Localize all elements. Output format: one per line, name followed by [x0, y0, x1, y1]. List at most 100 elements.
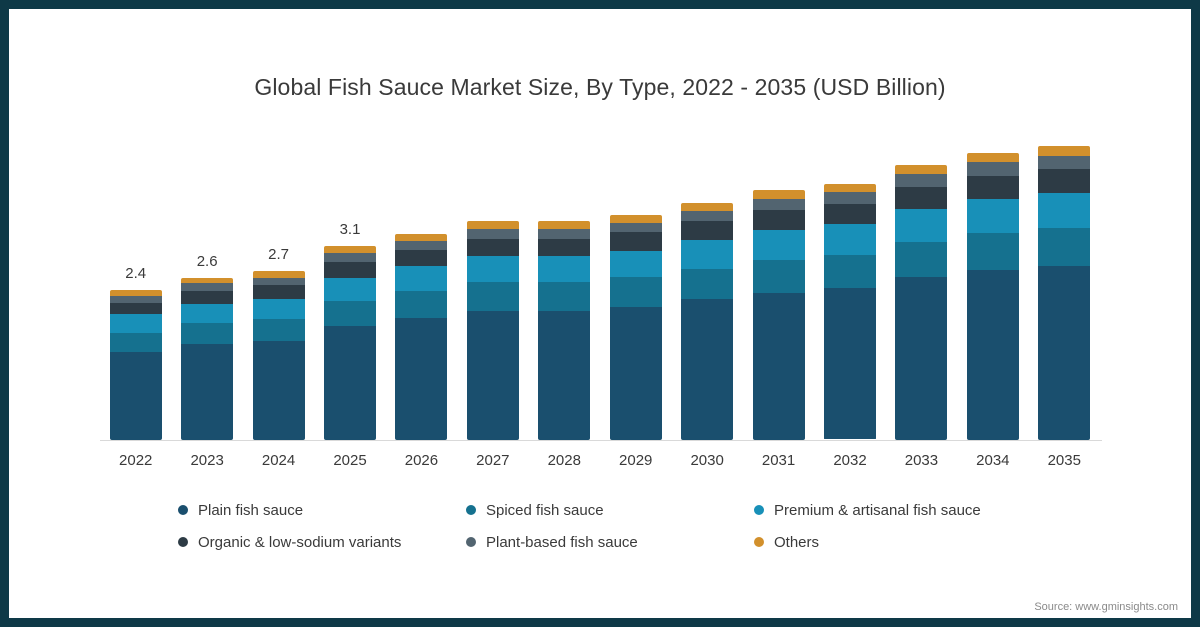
bar-segment[interactable] — [824, 203, 876, 225]
stacked-bar[interactable] — [109, 290, 162, 440]
bar-segment[interactable] — [895, 174, 948, 187]
bar-segment[interactable] — [966, 175, 1019, 199]
bar-segment[interactable] — [1038, 228, 1091, 267]
stacked-bar[interactable] — [1038, 146, 1091, 440]
legend-item[interactable]: Others — [754, 534, 1054, 551]
stacked-bar[interactable] — [609, 215, 662, 440]
bar-segment[interactable] — [1038, 266, 1091, 440]
bar-segment[interactable] — [609, 306, 662, 440]
legend-item[interactable]: Plain fish sauce — [178, 502, 466, 519]
bar-segment[interactable] — [681, 221, 734, 240]
bar-segment[interactable] — [895, 186, 948, 209]
bar-segment[interactable] — [966, 152, 1019, 163]
bar-segment[interactable] — [324, 325, 376, 440]
stacked-bar[interactable] — [752, 190, 805, 440]
bar-segment[interactable] — [109, 290, 162, 296]
bar-segment[interactable] — [109, 351, 162, 440]
bar-segment[interactable] — [538, 238, 591, 257]
legend-item[interactable]: Spiced fish sauce — [466, 502, 754, 519]
bar-segment[interactable] — [824, 183, 876, 193]
stacked-bar[interactable] — [895, 165, 948, 440]
bar-segment[interactable] — [895, 277, 948, 440]
bar-segment[interactable] — [538, 256, 591, 283]
bar-segment[interactable] — [181, 303, 234, 324]
bar-segment[interactable] — [895, 208, 948, 242]
bar-segment[interactable] — [824, 288, 876, 440]
stacked-bar[interactable] — [324, 246, 376, 440]
bar-segment[interactable] — [1038, 156, 1091, 170]
bar-segment[interactable] — [966, 270, 1019, 440]
legend-item[interactable]: Organic & low-sodium variants — [178, 534, 466, 551]
bar-segment[interactable] — [466, 221, 519, 229]
bar-segment[interactable] — [824, 192, 876, 204]
stacked-bar[interactable] — [681, 202, 734, 440]
bar-segment[interactable] — [252, 271, 305, 278]
stacked-bar[interactable] — [252, 271, 305, 440]
stacked-bar[interactable] — [966, 152, 1019, 440]
legend-item[interactable]: Plant-based fish sauce — [466, 534, 754, 551]
bar-segment[interactable] — [609, 250, 662, 278]
stacked-bar[interactable] — [824, 183, 876, 440]
bar-segment[interactable] — [109, 302, 162, 315]
bar-segment[interactable] — [109, 332, 162, 352]
bar-segment[interactable] — [466, 228, 519, 239]
bar-segment[interactable] — [609, 232, 662, 251]
bar-segment[interactable] — [181, 323, 234, 345]
bar-segment[interactable] — [752, 292, 805, 440]
bar-segment[interactable] — [181, 290, 234, 304]
bar-segment[interactable] — [252, 298, 305, 319]
bar-segment[interactable] — [824, 224, 876, 255]
bar-segment[interactable] — [752, 190, 805, 199]
bar-segment[interactable] — [681, 268, 734, 300]
bar-segment[interactable] — [252, 318, 305, 341]
bar-segment[interactable] — [181, 283, 234, 291]
bar-segment[interactable] — [681, 299, 734, 440]
bar-segment[interactable] — [466, 256, 519, 283]
bar-segment[interactable] — [681, 202, 734, 211]
bar-segment[interactable] — [395, 250, 448, 267]
bar-segment[interactable] — [252, 340, 305, 440]
bar-segment[interactable] — [324, 246, 376, 254]
bar-segment[interactable] — [395, 233, 448, 241]
bar-segment[interactable] — [1038, 169, 1091, 194]
stacked-bar[interactable] — [395, 233, 448, 440]
bar-segment[interactable] — [324, 277, 376, 301]
bar-segment[interactable] — [395, 240, 448, 250]
bar-segment[interactable] — [538, 282, 591, 311]
bar-segment[interactable] — [752, 210, 805, 230]
bar-segment[interactable] — [538, 221, 591, 229]
bar-segment[interactable] — [895, 241, 948, 278]
bar-segment[interactable] — [252, 277, 305, 285]
bar-segment[interactable] — [109, 295, 162, 303]
bar-segment[interactable] — [681, 240, 734, 269]
bar-segment[interactable] — [681, 210, 734, 222]
bar-segment[interactable] — [395, 318, 448, 440]
bar-segment[interactable] — [1038, 193, 1091, 229]
bar-segment[interactable] — [966, 198, 1019, 233]
bar-segment[interactable] — [966, 162, 1019, 176]
bar-segment[interactable] — [609, 215, 662, 223]
bar-segment[interactable] — [895, 165, 948, 175]
bar-segment[interactable] — [609, 277, 662, 307]
stacked-bar[interactable] — [538, 221, 591, 440]
bar-segment[interactable] — [824, 254, 876, 289]
stacked-bar[interactable] — [181, 277, 234, 440]
bar-segment[interactable] — [181, 344, 234, 440]
bar-segment[interactable] — [324, 261, 376, 278]
bar-segment[interactable] — [466, 310, 519, 440]
bar-segment[interactable] — [538, 228, 591, 239]
bar-segment[interactable] — [752, 198, 805, 210]
legend-item[interactable]: Premium & artisanal fish sauce — [754, 502, 1054, 519]
bar-segment[interactable] — [466, 282, 519, 311]
bar-segment[interactable] — [966, 232, 1019, 271]
bar-segment[interactable] — [324, 253, 376, 262]
bar-segment[interactable] — [395, 266, 448, 292]
bar-segment[interactable] — [609, 222, 662, 233]
bar-segment[interactable] — [181, 277, 234, 284]
bar-segment[interactable] — [752, 260, 805, 293]
stacked-bar[interactable] — [466, 221, 519, 440]
bar-segment[interactable] — [324, 300, 376, 326]
bar-segment[interactable] — [252, 284, 305, 299]
bar-segment[interactable] — [109, 314, 162, 333]
bar-segment[interactable] — [395, 291, 448, 319]
